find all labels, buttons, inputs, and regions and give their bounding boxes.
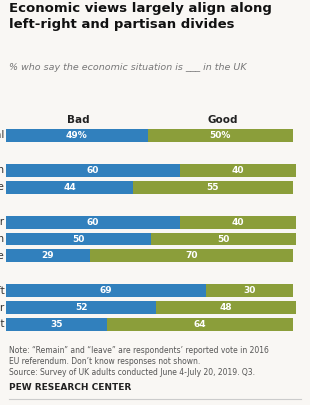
Bar [133,181,293,194]
Text: 64: 64 [193,320,206,329]
Text: Center: Center [0,303,4,313]
Text: Labour: Labour [0,217,4,227]
Bar [157,301,295,314]
Text: Total: Total [0,130,4,141]
Text: Leave: Leave [0,182,4,192]
Text: 48: 48 [220,303,232,312]
Text: Source: Survey of UK adults conducted June 4-July 20, 2019. Q3.: Source: Survey of UK adults conducted Ju… [9,368,255,377]
Text: 35: 35 [50,320,63,329]
Text: Lib Dem: Lib Dem [0,234,4,244]
Text: Remain: Remain [0,165,4,175]
Text: Good: Good [208,115,238,125]
Bar [6,232,151,245]
Text: 40: 40 [231,166,244,175]
Text: 69: 69 [100,286,112,295]
Bar [6,249,90,262]
Bar [6,181,133,194]
Text: 50: 50 [72,234,84,243]
Text: Right: Right [0,320,4,330]
Bar [151,232,295,245]
Text: % who say the economic situation is ___ in the UK: % who say the economic situation is ___ … [9,63,247,72]
Text: PEW RESEARCH CENTER: PEW RESEARCH CENTER [9,383,131,392]
Bar [148,129,293,142]
Text: Note: “Remain” and “leave” are respondents’ reported vote in 2016: Note: “Remain” and “leave” are responden… [9,346,269,355]
Text: Left: Left [0,286,4,296]
Text: Conservative: Conservative [0,251,4,261]
Text: 49%: 49% [66,131,88,140]
Bar [90,249,293,262]
Bar [6,129,148,142]
Text: 30: 30 [243,286,255,295]
Text: 55: 55 [207,183,219,192]
Text: 44: 44 [63,183,76,192]
Text: 52: 52 [75,303,87,312]
Text: 29: 29 [42,252,54,260]
Bar [6,216,179,229]
Text: 40: 40 [231,217,244,227]
Bar [6,318,107,331]
Text: EU referendum. Don’t know responses not shown.: EU referendum. Don’t know responses not … [9,357,201,366]
Bar [6,284,206,297]
Text: 60: 60 [86,217,99,227]
Text: Bad: Bad [67,115,90,125]
Bar [6,301,157,314]
Text: Economic views largely align along
left-right and partisan divides: Economic views largely align along left-… [9,2,272,30]
Text: 70: 70 [185,252,197,260]
Bar [107,318,293,331]
Text: 50: 50 [217,234,229,243]
Bar [179,164,295,177]
Bar [206,284,293,297]
Text: 50%: 50% [210,131,231,140]
Text: 60: 60 [86,166,99,175]
Bar [6,164,179,177]
Bar [179,216,295,229]
